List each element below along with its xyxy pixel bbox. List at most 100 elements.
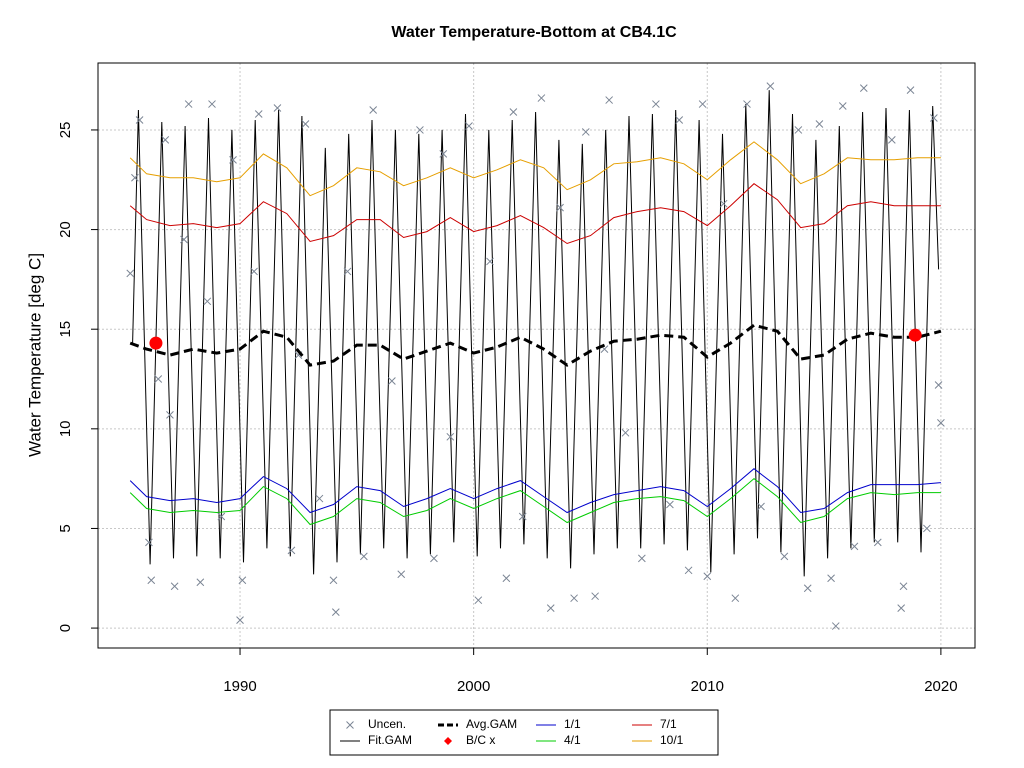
data-point	[546, 604, 555, 613]
data-point	[780, 552, 789, 561]
data-point	[397, 570, 406, 579]
y-tick-label: 15	[57, 321, 74, 338]
data-point	[518, 512, 527, 521]
y-tick-label: 0	[57, 624, 74, 632]
data-point	[831, 622, 840, 630]
plot-frame	[97, 62, 976, 649]
data-point	[217, 512, 226, 521]
data-point	[719, 199, 728, 208]
series-line	[129, 477, 941, 526]
data-point	[229, 155, 237, 164]
x-tick-label: 2020	[924, 678, 957, 695]
data-point	[254, 110, 263, 118]
legend-item: 4/1	[536, 733, 581, 747]
data-point	[180, 235, 188, 244]
data-point	[684, 566, 693, 575]
data-point	[250, 267, 258, 276]
data-point	[638, 554, 646, 563]
legend-item: 7/1	[632, 717, 677, 731]
legend-label: 1/1	[564, 717, 581, 731]
data-point	[675, 116, 684, 124]
data-point	[556, 203, 564, 212]
data-point	[329, 576, 338, 585]
legend-box	[329, 709, 719, 756]
data-point	[502, 574, 511, 583]
data-point	[343, 267, 352, 276]
data-point	[196, 578, 205, 587]
data-point	[446, 432, 455, 441]
data-point	[570, 594, 578, 603]
legend-label: Avg.GAM	[466, 717, 517, 731]
data-point	[287, 546, 296, 555]
data-point	[388, 377, 396, 385]
bc-point	[149, 336, 163, 350]
data-point	[135, 116, 144, 124]
legend-symbol	[444, 737, 452, 745]
data-point	[906, 86, 915, 94]
legend-label: Fit.GAM	[368, 733, 412, 747]
legend-label: B/C x	[466, 733, 495, 747]
data-point	[486, 257, 494, 266]
data-point	[652, 100, 660, 108]
data-point	[794, 126, 803, 134]
data-point	[930, 114, 938, 122]
data-point	[873, 538, 882, 547]
data-point	[838, 102, 847, 110]
legend-item: B/C x	[444, 733, 495, 747]
data-point	[147, 576, 156, 585]
data-point	[315, 494, 324, 503]
y-tick-label: 10	[57, 420, 74, 437]
legend-item: 10/1	[632, 733, 684, 747]
data-point	[731, 594, 740, 603]
y-tick-label: 5	[57, 524, 74, 532]
legend-item: Uncen.	[346, 717, 406, 731]
data-point	[581, 128, 590, 136]
data-point	[887, 136, 896, 144]
data-point	[537, 94, 546, 102]
x-tick-label: 2010	[691, 678, 724, 695]
y-axis-label: Water Temperature [deg C]	[25, 253, 44, 457]
data-point	[934, 381, 943, 389]
legend-label: Uncen.	[368, 717, 406, 731]
data-point	[301, 120, 310, 128]
data-point	[465, 122, 473, 130]
data-point	[238, 576, 247, 585]
legend-item: Fit.GAM	[340, 733, 412, 747]
data-point	[439, 150, 448, 158]
legend-label: 10/1	[660, 733, 684, 747]
legend-symbol	[346, 721, 354, 729]
data-point	[360, 552, 368, 561]
data-point	[937, 418, 945, 427]
data-point	[161, 136, 170, 144]
data-point	[827, 574, 835, 583]
legend: Uncen. Fit.GAM Avg.GAM B/C x 1/1 4/1 7/1 10/1	[329, 709, 719, 756]
data-point	[850, 542, 859, 551]
data-point	[621, 428, 630, 437]
data-point	[331, 608, 340, 616]
data-point	[605, 96, 614, 104]
legend-item: 1/1	[536, 717, 581, 731]
data-point	[757, 502, 765, 511]
data-point	[131, 173, 139, 182]
series-line	[132, 90, 940, 577]
data-point	[859, 84, 868, 92]
data-point	[154, 375, 163, 383]
data-point	[815, 120, 824, 128]
data-point	[184, 100, 193, 108]
data-point	[416, 126, 424, 134]
data-point	[170, 582, 179, 591]
data-point	[474, 596, 483, 605]
data-point	[803, 584, 812, 593]
plot-area	[126, 82, 945, 630]
data-point	[766, 82, 775, 90]
data-point	[509, 108, 518, 116]
y-tick-label: 25	[57, 122, 74, 139]
data-point	[145, 538, 153, 547]
data-point	[698, 100, 707, 108]
legend-item: Avg.GAM	[438, 717, 517, 731]
data-point	[897, 604, 906, 613]
legend-label: 4/1	[564, 733, 581, 747]
bc-point	[908, 328, 922, 342]
data-point	[899, 582, 908, 591]
data-point	[591, 592, 599, 601]
